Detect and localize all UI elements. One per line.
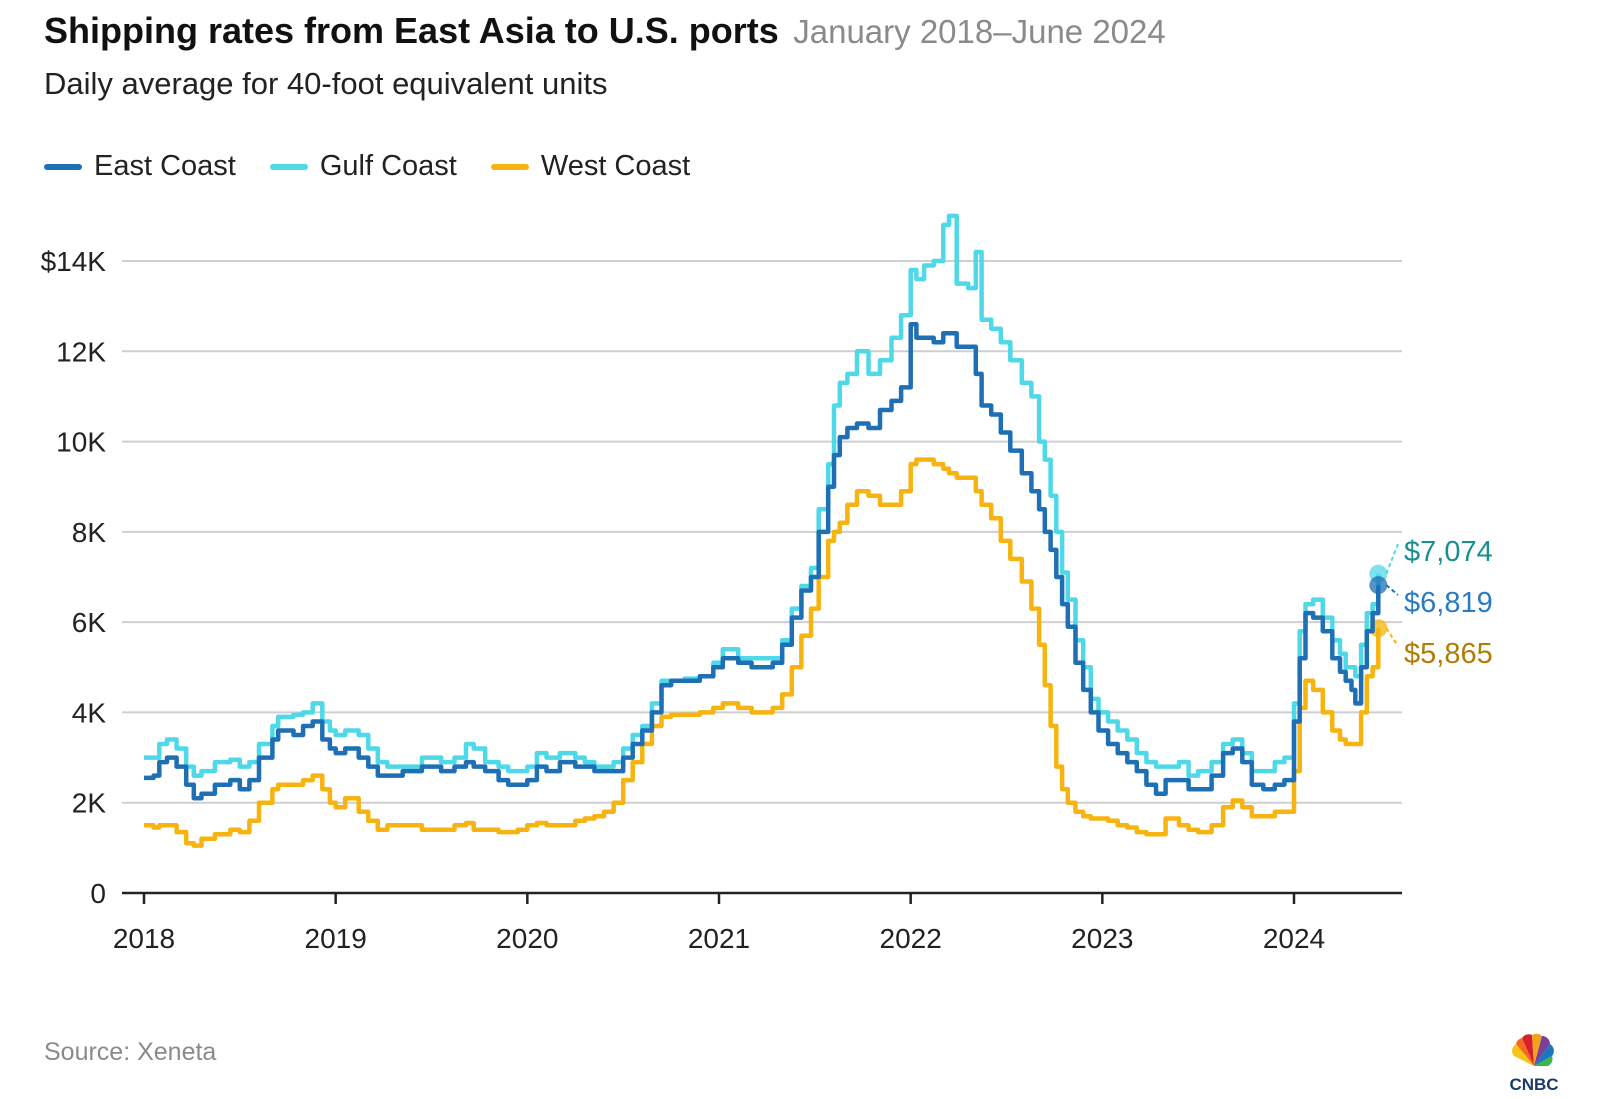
y-tick-label: $14K xyxy=(41,246,107,277)
y-tick-label: 6K xyxy=(72,607,107,638)
x-tick-label: 2018 xyxy=(113,923,175,954)
x-tick-label: 2023 xyxy=(1071,923,1133,954)
end-label-leader xyxy=(1386,544,1398,574)
y-tick-label: 8K xyxy=(72,517,107,548)
y-tick-label: 10K xyxy=(56,427,106,458)
end-label-leader xyxy=(1386,628,1398,646)
end-label-west-coast: $5,865 xyxy=(1404,638,1493,670)
end-label-leader xyxy=(1386,585,1398,595)
logo-text: CNBC xyxy=(1509,1075,1558,1094)
x-tick-label: 2019 xyxy=(305,923,367,954)
x-tick-label: 2021 xyxy=(688,923,750,954)
y-tick-label: 4K xyxy=(72,697,107,728)
x-tick-label: 2022 xyxy=(880,923,942,954)
y-tick-label: 2K xyxy=(72,788,107,819)
x-tick-label: 2020 xyxy=(496,923,558,954)
source-note: Source: Xeneta xyxy=(44,1038,216,1067)
end-point-east-coast xyxy=(1369,576,1387,594)
end-label-east-coast: $6,819 xyxy=(1404,587,1493,619)
line-chart: 0 2K 4K 6K 8K 10K 12K $14K 2018 2019 2020 2021 2022 2… xyxy=(0,0,1600,1000)
y-tick-label: 0 xyxy=(90,878,106,909)
peacock-icon: CNBC xyxy=(1494,1032,1574,1094)
cnbc-logo: CNBC xyxy=(1494,1032,1574,1094)
y-tick-label: 12K xyxy=(56,336,106,367)
x-tick-label: 2024 xyxy=(1263,923,1325,954)
end-label-gulf-coast: $7,074 xyxy=(1404,536,1493,568)
series-line-gulf-coast xyxy=(144,216,1378,776)
